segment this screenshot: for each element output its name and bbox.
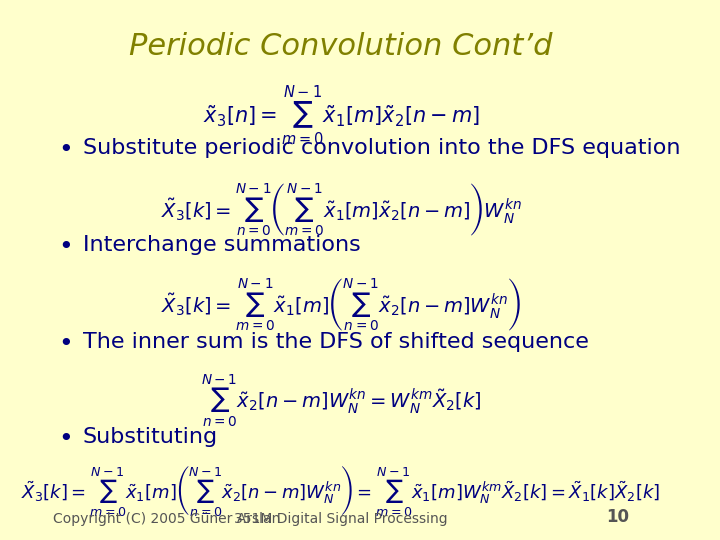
Text: $\tilde{X}_3[k] = \sum_{n=0}^{N-1}\left(\sum_{m=0}^{N-1} \tilde{x}_1[m]\tilde{x}: $\tilde{X}_3[k] = \sum_{n=0}^{N-1}\left(… <box>161 181 521 238</box>
Text: Copyright (C) 2005 Güner Arslan: Copyright (C) 2005 Güner Arslan <box>53 512 280 526</box>
Text: The inner sum is the DFS of shifted sequence: The inner sum is the DFS of shifted sequ… <box>83 332 588 352</box>
Text: Interchange summations: Interchange summations <box>83 235 361 255</box>
Text: •: • <box>58 138 73 161</box>
Text: $\tilde{x}_3[n] = \sum_{m=0}^{N-1} \tilde{x}_1[m]\tilde{x}_2[n-m]$: $\tilde{x}_3[n] = \sum_{m=0}^{N-1} \tild… <box>202 84 480 146</box>
Text: $\tilde{X}_3[k] = \sum_{m=0}^{N-1} \tilde{x}_1[m]\left(\sum_{n=0}^{N-1} \tilde{x: $\tilde{X}_3[k] = \sum_{m=0}^{N-1} \tild… <box>22 464 661 519</box>
Text: •: • <box>58 235 73 259</box>
Text: $\tilde{X}_3[k] = \sum_{m=0}^{N-1} \tilde{x}_1[m]\left(\sum_{n=0}^{N-1} \tilde{x: $\tilde{X}_3[k] = \sum_{m=0}^{N-1} \tild… <box>161 276 521 334</box>
Text: Substitute periodic convolution into the DFS equation: Substitute periodic convolution into the… <box>83 138 680 158</box>
Text: •: • <box>58 332 73 356</box>
Text: $\sum_{n=0}^{N-1} \tilde{x}_2[n-m]W_N^{kn} = W_N^{km}\tilde{X}_2[k]$: $\sum_{n=0}^{N-1} \tilde{x}_2[n-m]W_N^{k… <box>201 373 482 429</box>
Text: Periodic Convolution Cont’d: Periodic Convolution Cont’d <box>130 32 553 62</box>
Text: Substituting: Substituting <box>83 427 217 447</box>
Text: •: • <box>58 427 73 450</box>
Text: 10: 10 <box>606 509 629 526</box>
Text: 351M Digital Signal Processing: 351M Digital Signal Processing <box>234 512 448 526</box>
